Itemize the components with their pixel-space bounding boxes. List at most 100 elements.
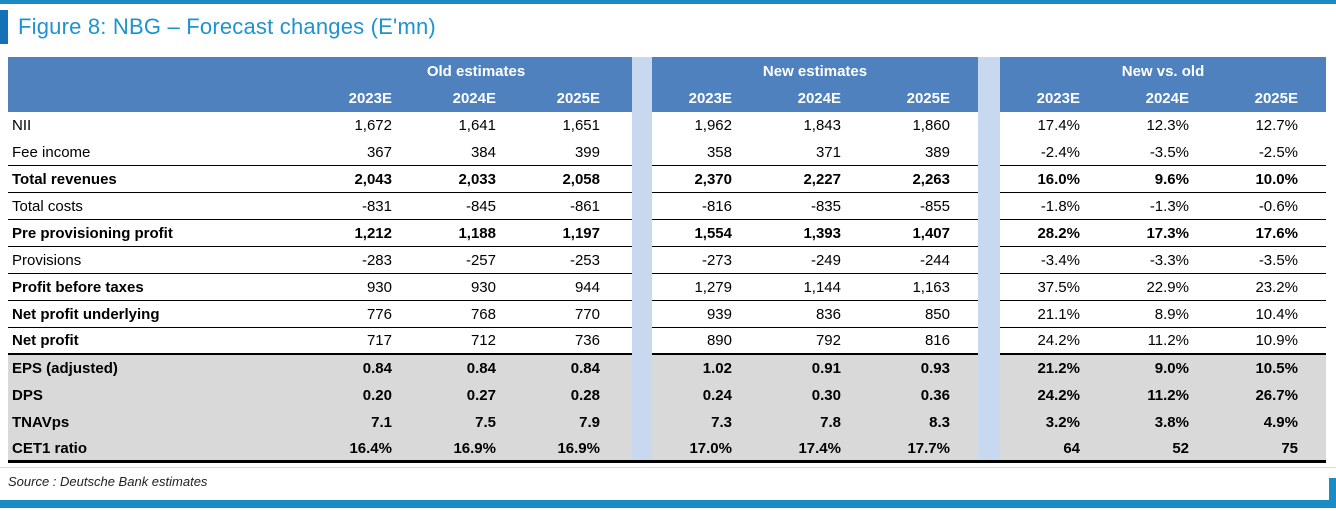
cell-new: 0.24	[652, 382, 760, 409]
cell-new: 358	[652, 139, 760, 166]
row-label: Pre provisioning profit	[8, 220, 320, 247]
cell-new: 836	[760, 301, 869, 328]
cell-new_vs_old: 17.3%	[1108, 220, 1217, 247]
cell-new: 850	[869, 301, 978, 328]
cell-new_vs_old: 12.3%	[1146, 117, 1189, 134]
cell-new_vs_old: 9.6%	[1108, 166, 1217, 193]
cell-old: -831	[320, 193, 424, 220]
cell-old: 0.27	[424, 382, 528, 409]
source-note: Source : Deutsche Bank estimates	[8, 474, 208, 489]
cell-new: 1,843	[803, 117, 841, 134]
cell-old: 2,043	[320, 166, 424, 193]
year-header: 2023E	[320, 85, 424, 112]
year-header: 2023E	[1000, 85, 1108, 112]
cell-new: 2,227	[760, 166, 869, 193]
cell-old: 0.84	[320, 355, 424, 382]
cell-new_vs_old: 10.5%	[1217, 355, 1326, 382]
cell-new: 0.30	[760, 382, 869, 409]
cell-new: 939	[652, 301, 760, 328]
forecast-table: Old estimates 2023E 2024E 2025E New estimate…	[8, 57, 1336, 463]
right-accent-bar	[1329, 478, 1336, 508]
year-header: 2024E	[760, 85, 869, 112]
row-label: Total costs	[8, 193, 320, 220]
cell-new_vs_old: 24.2%	[1000, 382, 1108, 409]
row-label: Provisions	[8, 247, 320, 274]
cell-new: 792	[760, 328, 869, 355]
cell-new_vs_old: 64	[1000, 436, 1108, 463]
cell-new_vs_old: -3.5%	[1108, 139, 1217, 166]
row-label: DPS	[8, 382, 320, 409]
cell-new_vs_old: 52	[1108, 436, 1217, 463]
cell-new: 1,407	[869, 220, 978, 247]
cell-new: 816	[869, 328, 978, 355]
cell-new: -855	[869, 193, 978, 220]
row-label: Total revenues	[8, 166, 320, 193]
cell-old: 2,033	[424, 166, 528, 193]
cell-old: 930	[424, 274, 528, 301]
cell-new_vs_old: 10.9%	[1217, 328, 1326, 355]
cell-new_vs_old: -3.3%	[1108, 247, 1217, 274]
row-label: Fee income	[8, 139, 320, 166]
row-label: Net profit	[8, 328, 320, 355]
cell-new: 8.3	[869, 409, 978, 436]
header-blank-cell	[8, 85, 320, 112]
year-header: 2024E	[424, 85, 528, 112]
cell-new: 17.4%	[760, 436, 869, 463]
cell-new: 1,860	[912, 117, 950, 134]
row-label: Net profit underlying	[8, 301, 320, 328]
cell-new_vs_old: 17.4%	[1037, 117, 1080, 134]
cell-new_vs_old: 24.2%	[1000, 328, 1108, 355]
cell-new_vs_old: 12.7%	[1255, 117, 1298, 134]
cell-new: 371	[760, 139, 869, 166]
cell-new_vs_old: 21.2%	[1000, 355, 1108, 382]
cell-old: 0.20	[320, 382, 424, 409]
cell-new_vs_old: 11.2%	[1108, 382, 1217, 409]
cell-new_vs_old: 3.2%	[1000, 409, 1108, 436]
cell-new: -249	[760, 247, 869, 274]
cell-new: 1,144	[760, 274, 869, 301]
cell-old: 1,212	[320, 220, 424, 247]
cell-new_vs_old: 10.0%	[1217, 166, 1326, 193]
cell-new_vs_old: -0.6%	[1217, 193, 1326, 220]
top-accent-bar	[0, 0, 1336, 4]
cell-old: 2,058	[528, 166, 632, 193]
bottom-accent-bar	[0, 500, 1336, 508]
year-header: 2024E	[1108, 85, 1217, 112]
column-group-header: New estimates	[652, 57, 978, 85]
cell-old: -253	[528, 247, 632, 274]
cell-new_vs_old: -1.8%	[1000, 193, 1108, 220]
cell-new: 0.36	[869, 382, 978, 409]
cell-new: 17.0%	[652, 436, 760, 463]
row-label: NII	[12, 117, 32, 134]
cell-new_vs_old: -1.3%	[1108, 193, 1217, 220]
cell-new: 17.7%	[869, 436, 978, 463]
row-label: Profit before taxes	[8, 274, 320, 301]
cell-new: -244	[869, 247, 978, 274]
cell-new: 1,393	[760, 220, 869, 247]
cell-new_vs_old: 75	[1217, 436, 1326, 463]
cell-new: 0.91	[760, 355, 869, 382]
cell-new: 2,370	[652, 166, 760, 193]
cell-new_vs_old: 37.5%	[1000, 274, 1108, 301]
cell-old: 16.9%	[528, 436, 632, 463]
cell-old: 770	[528, 301, 632, 328]
column-separator	[978, 57, 1000, 463]
cell-old: 944	[528, 274, 632, 301]
row-label: EPS (adjusted)	[8, 355, 320, 382]
cell-new_vs_old: 4.9%	[1217, 409, 1326, 436]
cell-new_vs_old: -3.5%	[1217, 247, 1326, 274]
cell-old: 16.9%	[424, 436, 528, 463]
cell-new_vs_old: 8.9%	[1108, 301, 1217, 328]
cell-new_vs_old: -3.4%	[1000, 247, 1108, 274]
cell-old: 0.28	[528, 382, 632, 409]
cell-new_vs_old: 10.4%	[1217, 301, 1326, 328]
cell-new: -816	[652, 193, 760, 220]
cell-new_vs_old: 21.1%	[1000, 301, 1108, 328]
cell-new: -835	[760, 193, 869, 220]
year-header: 2023E	[652, 85, 760, 112]
cell-new_vs_old: -2.4%	[1000, 139, 1108, 166]
cell-old: 930	[320, 274, 424, 301]
cell-new_vs_old: 26.7%	[1217, 382, 1326, 409]
title-accent-bar	[0, 10, 8, 44]
cell-old: -257	[424, 247, 528, 274]
